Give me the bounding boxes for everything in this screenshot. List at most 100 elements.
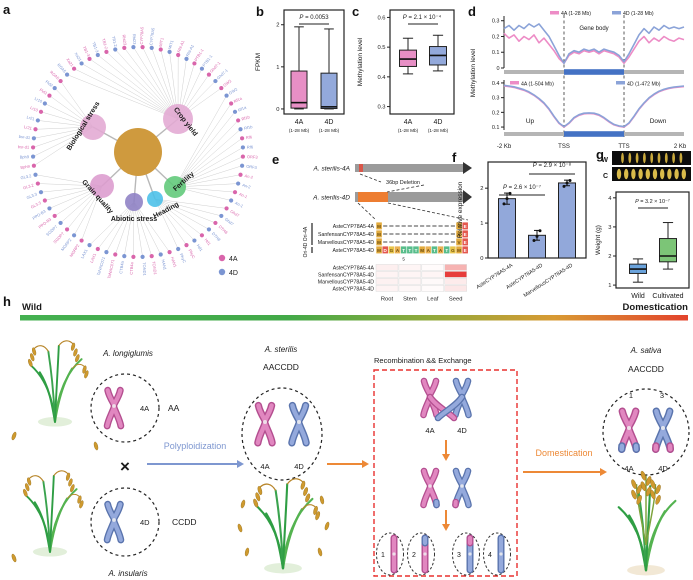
svg-text:4A: 4A	[404, 119, 413, 126]
gene-dot	[42, 198, 47, 203]
gene-dot	[192, 238, 197, 243]
chromosome	[103, 500, 125, 544]
gene-dot	[87, 56, 92, 61]
chromosome	[288, 401, 310, 447]
svg-text:Ori-4D: Ori-4D	[303, 242, 309, 257]
svg-text:Ghd7: Ghd7	[229, 209, 241, 219]
svg-text:MIT1: MIT1	[167, 39, 175, 50]
svg-text:0: 0	[496, 66, 499, 72]
svg-text:Domestication: Domestication	[535, 448, 592, 458]
gene-dot	[199, 233, 205, 238]
svg-text:AACCDD: AACCDD	[263, 362, 299, 372]
gene-dot	[240, 145, 246, 150]
gene-dot	[192, 61, 197, 66]
svg-text:LAX1: LAX1	[89, 252, 98, 264]
residue-cell	[376, 222, 382, 230]
panel-label-a: a	[3, 2, 11, 17]
genome-circle	[90, 373, 160, 443]
svg-text:Rf1a: Rf1a	[233, 95, 243, 104]
svg-text:TTS: TTS	[618, 144, 629, 150]
panel-g-seed-weight: W C 1 2 3 4 Wild Cultivated P = 3.2 × 10⁻⁷ Weight…	[595, 151, 691, 300]
svg-text:4D: 4D	[140, 518, 150, 527]
svg-text:0.3: 0.3	[377, 105, 385, 111]
residue-cell	[456, 222, 462, 230]
heatmap-cell	[375, 271, 399, 278]
svg-text:0.2: 0.2	[492, 110, 500, 116]
chromatid	[421, 534, 429, 574]
svg-text:Xa21: Xa21	[74, 51, 84, 62]
svg-text:TSS: TSS	[558, 144, 570, 150]
svg-text:E: E	[464, 224, 467, 229]
svg-text:DTH8: DTH8	[211, 231, 222, 243]
svg-text:Rht23: Rht23	[132, 34, 137, 46]
residue-cell	[419, 246, 425, 254]
svg-text:×: ×	[120, 457, 130, 476]
svg-text:(1-28 Mb): (1-28 Mb)	[398, 128, 419, 133]
cult-plant	[617, 470, 677, 576]
svg-text:Pid2: Pid2	[39, 87, 49, 96]
gene-dot	[71, 233, 77, 238]
chromosome	[254, 401, 276, 447]
heatmap-cell	[375, 264, 399, 271]
svg-text:An-1: An-1	[238, 191, 248, 199]
svg-text:4D: 4D	[457, 426, 467, 435]
gene-dot	[224, 206, 229, 211]
svg-text:SanfensanCYP78A5-4D: SanfensanCYP78A5-4D	[318, 232, 374, 238]
category-node	[164, 176, 186, 198]
svg-text:CTB4a: CTB4a	[129, 261, 135, 274]
svg-text:4D (1-28 Mb): 4D (1-28 Mb)	[623, 11, 654, 17]
svg-text:2 Kb: 2 Kb	[674, 144, 687, 150]
svg-text:36bp Deletion: 36bp Deletion	[386, 180, 420, 186]
svg-text:AsteCYP78A5-4A: AsteCYP78A5-4A	[333, 224, 375, 230]
svg-text:0.4: 0.4	[492, 81, 500, 87]
svg-text:GL3.3: GL3.3	[30, 200, 43, 210]
gene-body-segment	[563, 69, 625, 75]
gene-dot	[199, 66, 205, 71]
svg-text:Lr10: Lr10	[34, 96, 44, 104]
svg-text:1: 1	[480, 221, 483, 227]
svg-text:A. sterilis: A. sterilis	[264, 345, 297, 354]
gene-dot	[64, 227, 70, 232]
gene-dot	[47, 93, 52, 98]
svg-text:A. insularis: A. insularis	[107, 569, 147, 578]
residue-cell	[376, 238, 382, 246]
svg-text:Rf1b: Rf1b	[244, 124, 254, 131]
svg-text:A: A	[439, 248, 443, 253]
svg-text:4: 4	[488, 552, 492, 559]
genome-circle	[90, 487, 160, 557]
heatmap-cell	[421, 285, 445, 292]
gene-dot	[140, 254, 145, 260]
svg-text:(1-28 Mb): (1-28 Mb)	[319, 128, 340, 133]
svg-text:4A (1-504 Mb): 4A (1-504 Mb)	[521, 82, 554, 88]
svg-text:T: T	[445, 248, 448, 253]
svg-text:A. sativa: A. sativa	[630, 346, 662, 355]
heatmap-cell	[375, 278, 399, 285]
svg-text:ORF3: ORF3	[247, 154, 259, 159]
svg-text:2: 2	[412, 552, 416, 559]
svg-text:Wild: Wild	[22, 302, 42, 313]
svg-text:AsteCYP78A5-4D: AsteCYP78A5-4D	[332, 286, 374, 292]
svg-text:2: 2	[480, 186, 483, 192]
svg-text:T: T	[408, 248, 411, 253]
svg-text:RGA5: RGA5	[56, 62, 68, 74]
gene-dot	[158, 252, 163, 257]
gene-dot	[219, 213, 224, 219]
residue-cell	[376, 246, 382, 254]
svg-text:FPKM: FPKM	[255, 53, 262, 71]
svg-text:4A (1-28 Mb): 4A (1-28 Mb)	[561, 11, 591, 17]
bar	[498, 198, 516, 259]
gene-dot	[122, 254, 127, 259]
svg-text:Recombination && Exchange: Recombination && Exchange	[374, 356, 472, 365]
svg-text:Rf1a: Rf1a	[237, 104, 247, 112]
svg-text:Relative expression: Relative expression	[457, 181, 464, 238]
residue-cell	[407, 246, 413, 254]
methylation-series	[503, 84, 685, 128]
gamete-circle	[483, 532, 511, 576]
gene-dot	[35, 181, 40, 186]
gene-dot	[31, 163, 36, 168]
gamete-circle	[452, 532, 480, 576]
panel-label-h: h	[3, 294, 11, 309]
gene-dot	[238, 172, 243, 177]
legend-dot	[218, 268, 226, 276]
svg-text:AA: AA	[168, 403, 180, 413]
